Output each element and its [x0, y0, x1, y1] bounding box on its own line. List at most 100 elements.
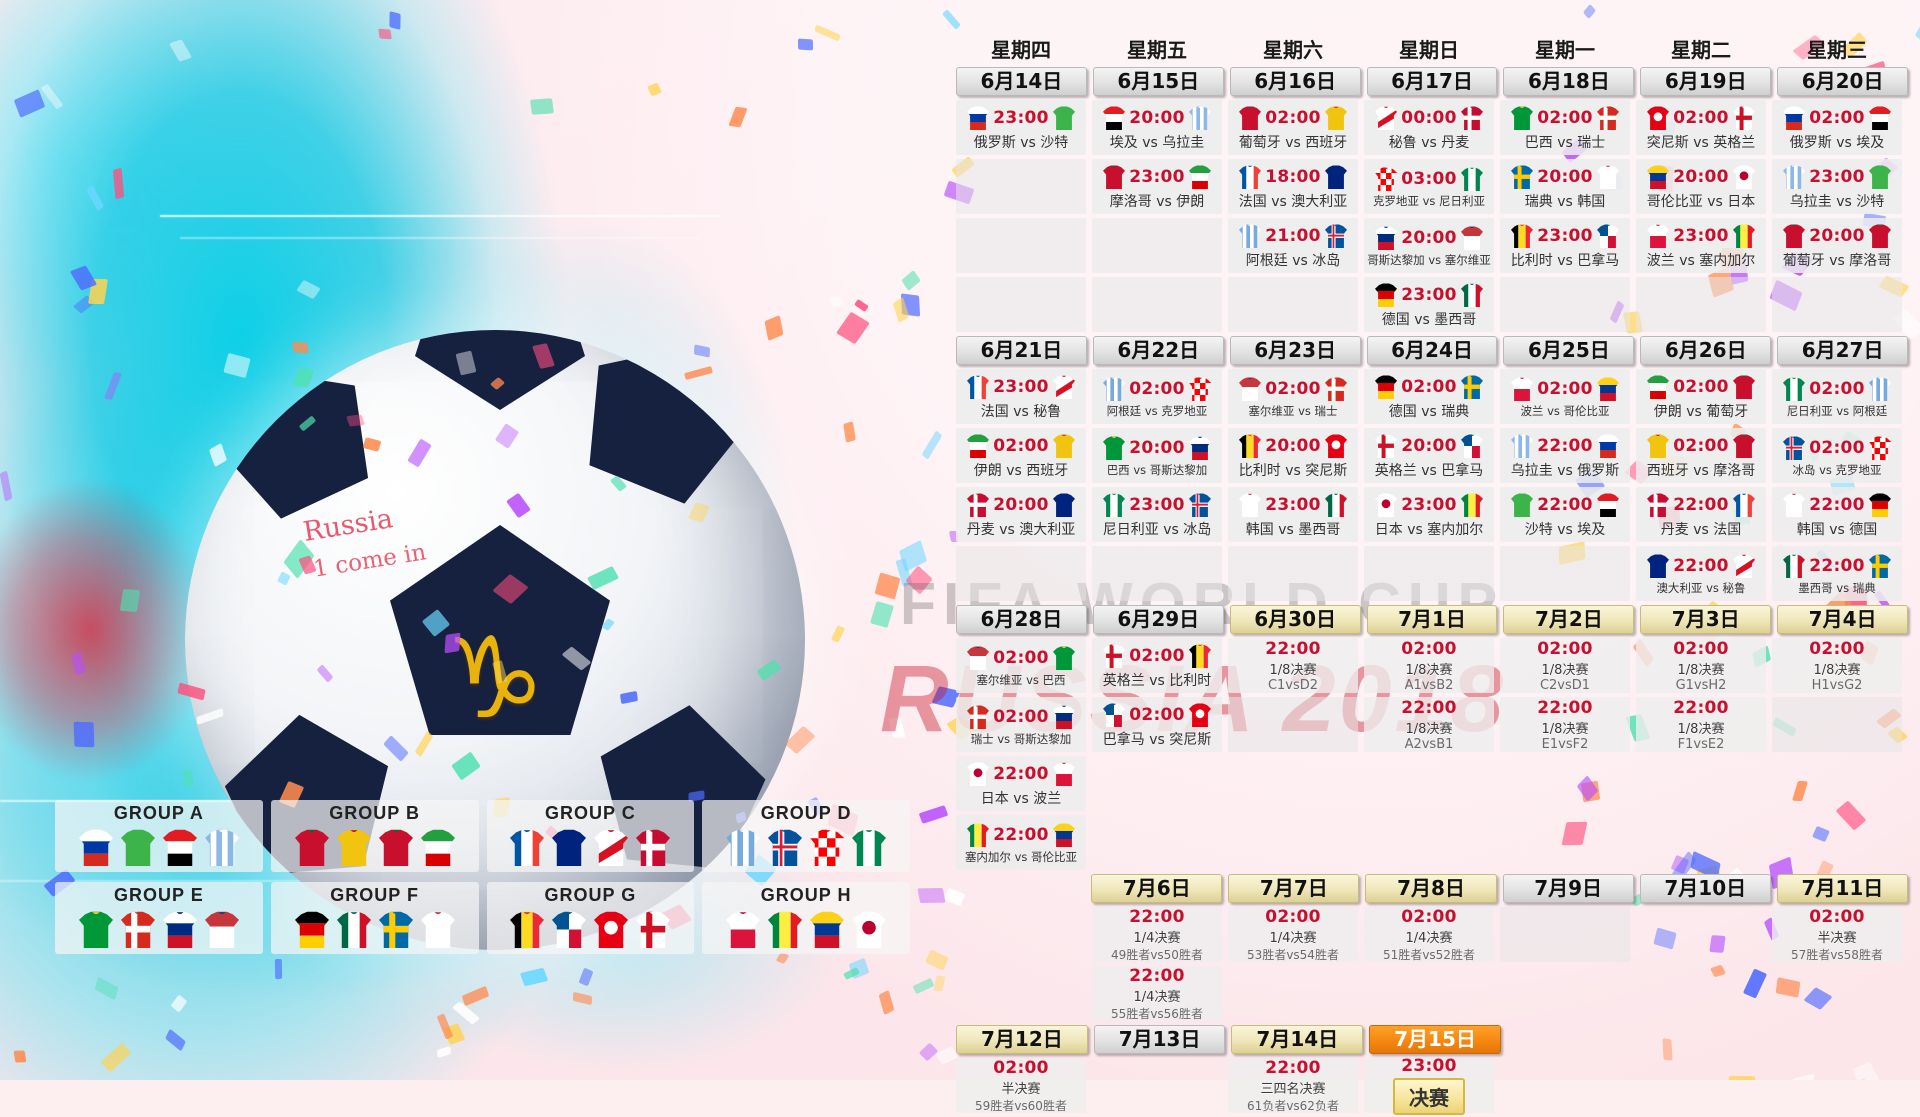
match-cell[interactable]: 22:00 澳大利亚 vs 秘鲁 — [1636, 546, 1766, 601]
date-cell[interactable]: 6月21日 — [956, 336, 1087, 365]
match-cell[interactable]: 23:00 俄罗斯 vs 沙特 — [956, 100, 1086, 155]
match-cell[interactable]: 02:00 阿根廷 vs 克罗地亚 — [1092, 369, 1222, 424]
match-cell[interactable]: 23:00 波兰 vs 塞内加尔 — [1636, 218, 1766, 273]
match-cell[interactable]: 02:00 瑞士 vs 哥斯达黎加 — [956, 697, 1086, 752]
knockout-match-cell[interactable]: 22:00 1/4决赛 55胜者vs56胜者 — [1092, 966, 1222, 1021]
match-cell[interactable]: 02:00 伊朗 vs 西班牙 — [956, 428, 1086, 483]
knockout-match-cell[interactable]: 02:00 半决赛 57胜者vs58胜者 — [1772, 907, 1902, 962]
match-cell[interactable]: 23:00 日本 vs 塞内加尔 — [1364, 487, 1494, 542]
date-cell[interactable]: 7月2日 — [1503, 605, 1635, 634]
knockout-match-cell[interactable]: 02:00 1/4决赛 53胜者vs54胜者 — [1228, 907, 1358, 962]
match-cell[interactable]: 20:00 比利时 vs 突尼斯 — [1228, 428, 1358, 483]
match-cell[interactable]: 02:00 塞尔维亚 vs 巴西 — [956, 638, 1086, 693]
knockout-match-cell[interactable]: 22:00 1/8决赛 C1vsD2 — [1228, 638, 1358, 693]
knockout-match-cell[interactable]: 02:00 1/8决赛 H1vsG2 — [1772, 638, 1902, 693]
match-cell[interactable]: 23:00 比利时 vs 巴拿马 — [1500, 218, 1630, 273]
date-cell[interactable]: 7月9日 — [1502, 874, 1634, 903]
date-cell[interactable]: 6月24日 — [1366, 336, 1498, 365]
date-cell[interactable]: 7月12日 — [956, 1025, 1088, 1054]
match-cell[interactable]: 23:00 法国 vs 秘鲁 — [956, 369, 1086, 424]
match-cell[interactable]: 02:00 英格兰 vs 比利时 — [1092, 638, 1222, 693]
group-box-group-f[interactable]: GROUP F — [270, 882, 479, 954]
match-cell[interactable]: 18:00 法国 vs 澳大利亚 — [1228, 159, 1358, 214]
group-box-group-e[interactable]: GROUP E — [55, 882, 263, 954]
date-cell[interactable]: 6月19日 — [1640, 67, 1772, 96]
match-cell[interactable]: 20:00 埃及 vs 乌拉圭 — [1092, 100, 1222, 155]
date-cell[interactable]: 7月7日 — [1228, 874, 1360, 903]
knockout-match-cell[interactable]: 22:00 1/8决赛 F1vsE2 — [1636, 697, 1766, 752]
match-cell[interactable]: 22:00 塞内加尔 vs 哥伦比亚 — [956, 815, 1086, 870]
match-cell[interactable]: 20:00 葡萄牙 vs 摩洛哥 — [1772, 218, 1902, 273]
group-box-group-g[interactable]: GROUP G — [486, 882, 695, 954]
match-cell[interactable]: 20:00 哥伦比亚 vs 日本 — [1636, 159, 1766, 214]
match-cell[interactable]: 23:00 摩洛哥 vs 伊朗 — [1092, 159, 1222, 214]
match-cell[interactable]: 02:00 波兰 vs 哥伦比亚 — [1500, 369, 1630, 424]
date-cell[interactable]: 7月6日 — [1091, 874, 1223, 903]
match-cell[interactable]: 22:00 丹麦 vs 法国 — [1636, 487, 1766, 542]
match-cell[interactable]: 23:00 乌拉圭 vs 沙特 — [1772, 159, 1902, 214]
match-cell[interactable]: 02:00 伊朗 vs 葡萄牙 — [1636, 369, 1766, 424]
date-cell[interactable]: 7月14日 — [1231, 1025, 1364, 1054]
match-cell[interactable]: 22:00 日本 vs 波兰 — [956, 756, 1086, 811]
date-cell[interactable]: 6月28日 — [956, 605, 1087, 634]
match-cell[interactable]: 22:00 韩国 vs 德国 — [1772, 487, 1902, 542]
date-cell[interactable]: 6月16日 — [1229, 67, 1361, 96]
date-cell[interactable]: 7月3日 — [1640, 605, 1772, 634]
group-box-group-h[interactable]: GROUP H — [702, 882, 910, 954]
match-cell[interactable]: 02:00 德国 vs 瑞典 — [1364, 369, 1494, 424]
date-cell[interactable]: 6月30日 — [1229, 605, 1361, 634]
match-cell[interactable]: 20:00 巴西 vs 哥斯达黎加 — [1092, 428, 1222, 483]
date-cell[interactable]: 7月11日 — [1776, 874, 1908, 903]
match-cell[interactable]: 03:00 克罗地亚 vs 尼日利亚 — [1364, 159, 1494, 214]
date-cell[interactable]: 6月22日 — [1092, 336, 1224, 365]
match-cell[interactable]: 22:00 沙特 vs 埃及 — [1500, 487, 1630, 542]
date-cell[interactable]: 7月4日 — [1777, 605, 1909, 634]
date-cell[interactable]: 6月26日 — [1640, 336, 1772, 365]
knockout-match-cell[interactable]: 02:00 1/8决赛 C2vsD1 — [1500, 638, 1630, 693]
knockout-match-cell[interactable]: 22:00 1/8决赛 E1vsF2 — [1500, 697, 1630, 752]
date-cell[interactable]: 7月10日 — [1639, 874, 1771, 903]
date-cell[interactable]: 6月27日 — [1777, 336, 1909, 365]
date-cell[interactable]: 6月17日 — [1366, 67, 1498, 96]
match-cell[interactable]: 21:00 阿根廷 vs 冰岛 — [1228, 218, 1358, 273]
date-cell[interactable]: 6月14日 — [956, 67, 1087, 96]
match-cell[interactable]: 23:00 尼日利亚 vs 冰岛 — [1092, 487, 1222, 542]
match-cell[interactable]: 02:00 尼日利亚 vs 阿根廷 — [1772, 369, 1902, 424]
group-box-group-c[interactable]: GROUP C — [486, 800, 695, 872]
date-cell[interactable]: 6月23日 — [1229, 336, 1361, 365]
knockout-match-cell[interactable]: 02:00 半决赛 59胜者vs60胜者 — [956, 1058, 1086, 1113]
match-cell[interactable]: 02:00 葡萄牙 vs 西班牙 — [1228, 100, 1358, 155]
date-cell[interactable]: 7月15日 — [1369, 1025, 1501, 1054]
match-cell[interactable]: 22:00 乌拉圭 vs 俄罗斯 — [1500, 428, 1630, 483]
match-cell[interactable]: 02:00 俄罗斯 vs 埃及 — [1772, 100, 1902, 155]
date-cell[interactable]: 6月18日 — [1503, 67, 1635, 96]
knockout-match-cell[interactable]: 02:00 1/8决赛 G1vsH2 — [1636, 638, 1766, 693]
date-cell[interactable]: 7月1日 — [1366, 605, 1498, 634]
date-cell[interactable]: 6月20日 — [1777, 67, 1909, 96]
match-cell[interactable]: 02:00 塞尔维亚 vs 瑞士 — [1228, 369, 1358, 424]
match-cell[interactable]: 20:00 丹麦 vs 澳大利亚 — [956, 487, 1086, 542]
match-cell[interactable]: 02:00 巴拿马 vs 突尼斯 — [1092, 697, 1222, 752]
date-cell[interactable]: 7月13日 — [1093, 1025, 1226, 1054]
group-box-group-b[interactable]: GROUP B — [270, 800, 479, 872]
knockout-match-cell[interactable]: 22:00 1/8决赛 A2vsB1 — [1364, 697, 1494, 752]
match-cell[interactable]: 20:00 哥斯达黎加 vs 塞尔维亚 — [1364, 218, 1494, 273]
group-box-group-d[interactable]: GROUP D — [702, 800, 910, 872]
date-cell[interactable]: 7月8日 — [1365, 874, 1497, 903]
match-cell[interactable]: 02:00 巴西 vs 瑞士 — [1500, 100, 1630, 155]
knockout-match-cell[interactable]: 22:00 三四名决赛 61负者vs62负者 — [1228, 1058, 1358, 1113]
group-box-group-a[interactable]: GROUP A — [55, 800, 263, 872]
date-cell[interactable]: 6月25日 — [1503, 336, 1635, 365]
knockout-match-cell[interactable]: 22:00 1/4决赛 49胜者vs50胜者 — [1092, 907, 1222, 962]
knockout-match-cell[interactable]: 02:00 1/8决赛 A1vsB2 — [1364, 638, 1494, 693]
date-cell[interactable]: 6月15日 — [1092, 67, 1224, 96]
match-cell[interactable]: 02:00 突尼斯 vs 英格兰 — [1636, 100, 1766, 155]
final-match-cell[interactable]: 23:00 决赛 — [1364, 1056, 1494, 1115]
match-cell[interactable]: 02:00 冰岛 vs 克罗地亚 — [1772, 428, 1902, 483]
match-cell[interactable]: 20:00 瑞典 vs 韩国 — [1500, 159, 1630, 214]
knockout-match-cell[interactable]: 02:00 1/4决赛 51胜者vs52胜者 — [1364, 907, 1494, 962]
match-cell[interactable]: 20:00 英格兰 vs 巴拿马 — [1364, 428, 1494, 483]
match-cell[interactable]: 23:00 韩国 vs 墨西哥 — [1228, 487, 1358, 542]
match-cell[interactable]: 22:00 墨西哥 vs 瑞典 — [1772, 546, 1902, 601]
match-cell[interactable]: 02:00 西班牙 vs 摩洛哥 — [1636, 428, 1766, 483]
